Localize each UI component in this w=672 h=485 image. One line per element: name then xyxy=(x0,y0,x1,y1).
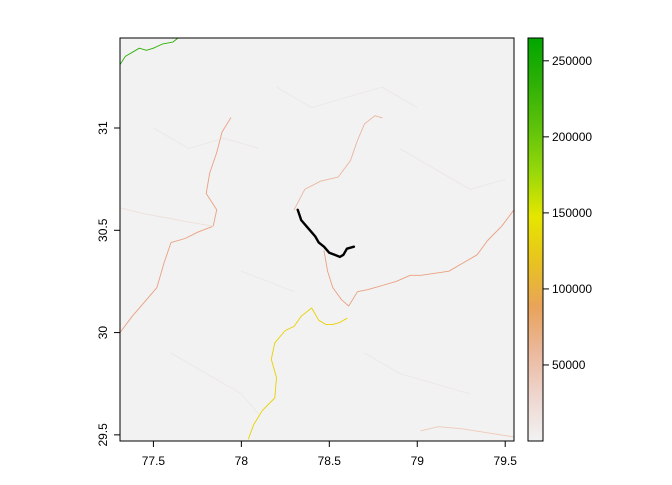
terrain-line xyxy=(364,352,471,395)
legend-ticks: 50000 100000 150000 200000 250000 xyxy=(543,54,592,372)
terrain-line xyxy=(170,352,260,415)
map-panel xyxy=(119,37,515,442)
south-river xyxy=(323,209,515,307)
east-branch xyxy=(420,426,515,438)
y-tick-label: 31 xyxy=(96,121,110,135)
river-features xyxy=(119,37,515,440)
highlighted-river xyxy=(296,208,356,259)
terrain-texture xyxy=(153,86,506,415)
color-legend: 50000 100000 150000 200000 250000 xyxy=(527,37,592,442)
west-river xyxy=(119,117,232,334)
terrain-line xyxy=(399,148,506,190)
legend-tick-label: 250000 xyxy=(552,54,592,68)
x-tick-label: 79.5 xyxy=(494,454,518,468)
legend-tick-label: 50000 xyxy=(552,358,586,372)
legend-tick-label: 200000 xyxy=(552,130,592,144)
terrain-line xyxy=(276,86,418,109)
y-tick-label: 30 xyxy=(96,326,110,340)
legend-frame xyxy=(527,37,544,442)
terrain-line xyxy=(153,127,260,149)
legend-tick-label: 150000 xyxy=(552,206,592,220)
y-axis: 29.5 30 30.5 31 xyxy=(96,121,120,447)
x-tick-label: 78 xyxy=(235,454,249,468)
southwest-branch xyxy=(119,207,214,227)
x-axis: 77.5 78 78.5 79 79.5 xyxy=(142,441,517,468)
north-river xyxy=(293,115,383,211)
yellow-river xyxy=(247,307,348,440)
x-tick-label: 78.5 xyxy=(318,454,342,468)
terrain-line xyxy=(241,270,295,293)
x-tick-label: 79 xyxy=(411,454,425,468)
legend-tick-label: 100000 xyxy=(552,282,592,296)
y-tick-label: 29.5 xyxy=(96,423,110,447)
green-river xyxy=(119,37,179,66)
x-tick-label: 77.5 xyxy=(142,454,166,468)
legend-colorbar xyxy=(528,38,543,441)
y-tick-label: 30.5 xyxy=(96,218,110,242)
map-frame xyxy=(119,37,515,442)
